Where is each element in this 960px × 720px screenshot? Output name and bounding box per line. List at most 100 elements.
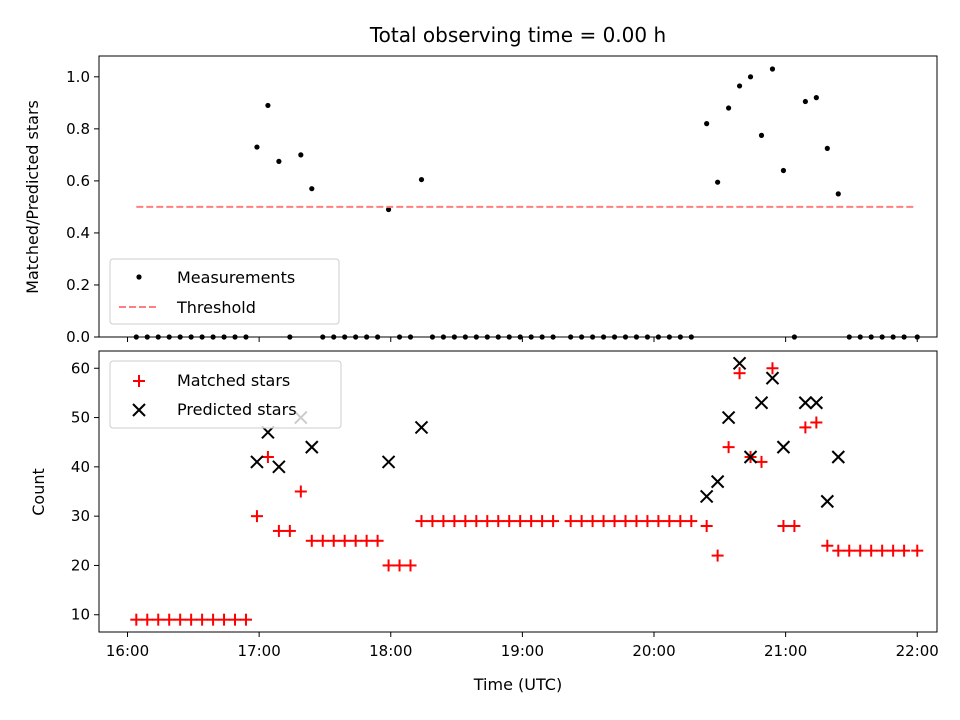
bottom-y-tick-label: 10 <box>71 606 90 624</box>
matched-stars-point <box>371 534 384 547</box>
matched-stars-point <box>722 441 735 454</box>
matched-stars-point <box>608 515 621 528</box>
matched-stars-point <box>492 515 505 528</box>
matched-stars-point <box>152 613 165 626</box>
legend-matched-label: Matched stars <box>177 371 290 390</box>
measurements-point <box>824 145 830 151</box>
matched-stars-point <box>876 544 889 557</box>
matched-stars-point <box>663 515 676 528</box>
bottom-y-axis-label: Count <box>29 468 48 516</box>
matched-stars-point <box>755 455 768 468</box>
bottom-y-tick-label: 30 <box>71 507 90 525</box>
matched-stars-point <box>821 539 834 552</box>
matched-stars-point <box>777 520 790 533</box>
matched-stars-point <box>218 613 231 626</box>
legend-predicted-label: Predicted stars <box>177 400 297 419</box>
legend-predicted-marker <box>132 403 146 417</box>
measurements-point <box>835 191 841 197</box>
matched-stars-point <box>788 520 801 533</box>
predicted-stars-point <box>831 450 845 464</box>
predicted-stars-point <box>699 489 714 504</box>
legend-matched-marker <box>133 375 145 387</box>
top-plot-frame <box>98 55 938 338</box>
predicted-stars-point <box>809 396 824 410</box>
bottom-y-ticks: 10 20 30 40 50 60 <box>71 359 99 624</box>
matched-stars-point <box>514 515 527 528</box>
measurements-point <box>780 167 787 174</box>
matched-stars-point <box>898 544 911 557</box>
matched-stars-point <box>843 544 856 557</box>
matched-stars-point <box>382 559 395 572</box>
predicted-stars-point <box>798 396 813 410</box>
measurements-point <box>254 144 260 150</box>
matched-stars-point <box>700 520 713 533</box>
matched-stars-point <box>766 362 779 375</box>
matched-stars-point <box>283 524 296 537</box>
matched-stars-point <box>415 515 428 528</box>
x-axis-label: Time (UTC) <box>473 675 562 694</box>
predicted-stars-point <box>272 460 286 474</box>
bottom-legend: Matched stars Predicted stars <box>109 360 342 429</box>
measurements-point <box>725 105 732 111</box>
predicted-stars-point <box>732 356 747 371</box>
measurements-point <box>747 74 754 80</box>
measurements-point <box>418 176 425 183</box>
matched-stars-point <box>685 515 698 528</box>
x-tick-label: 21:00 <box>764 642 807 660</box>
legend-threshold-label: Threshold <box>176 298 256 317</box>
matched-stars-point <box>185 613 198 626</box>
measurements-point <box>715 179 721 185</box>
x-tick-label: 16:00 <box>106 642 149 660</box>
legend-measurements-label: Measurements <box>177 268 295 287</box>
matched-stars-point <box>832 544 845 557</box>
matched-stars-point <box>525 515 538 528</box>
matched-stars-point <box>207 613 220 626</box>
matched-stars-point <box>196 613 209 626</box>
matched-stars-point <box>272 524 285 537</box>
x-tick-label: 20:00 <box>632 642 675 660</box>
bottom-y-tick-label: 50 <box>71 409 90 427</box>
matched-stars-point <box>163 613 176 626</box>
bottom-panel: 10 20 30 40 50 60 16:00 17:00 18:00 19:00 20:00 21… <box>29 350 939 694</box>
predicted-stars-point <box>721 410 736 425</box>
matched-stars-point <box>536 515 549 528</box>
matched-stars-point <box>404 559 417 572</box>
top-y-tick-label: 0.6 <box>66 172 90 190</box>
top-panel: 0.0 0.2 0.4 0.6 0.8 1.0 Matched/Predicted sta… <box>23 55 938 346</box>
predicted-stars-point <box>414 420 429 435</box>
measurements-point <box>704 121 710 127</box>
matched-stars-point <box>597 515 610 528</box>
bottom-y-tick-label: 40 <box>71 458 90 476</box>
predicted-stars-point <box>820 494 835 509</box>
matched-stars-point <box>239 613 252 626</box>
matched-stars-point <box>261 450 274 463</box>
measurements-point <box>309 186 315 192</box>
matched-stars-point <box>426 515 439 528</box>
predicted-stars-point <box>776 440 791 454</box>
legend-measurements-marker <box>136 274 142 280</box>
matched-stars-point <box>229 613 242 626</box>
matched-stars-point <box>327 534 340 547</box>
measurements-point <box>802 98 808 105</box>
top-legend: Measurements Threshold <box>109 258 340 325</box>
matched-stars-point <box>652 515 665 528</box>
top-x-ticks <box>127 337 918 342</box>
bottom-plot-frame <box>98 350 938 633</box>
matched-stars-point <box>437 515 450 528</box>
x-tick-label: 17:00 <box>238 642 281 660</box>
matched-stars-point <box>459 515 472 528</box>
matched-stars-point <box>349 534 362 547</box>
top-y-tick-label: 0.0 <box>66 328 90 346</box>
predicted-stars-point <box>250 455 264 469</box>
matched-stars-point <box>470 515 483 528</box>
predicted-stars-point <box>381 455 396 469</box>
top-y-tick-label: 1.0 <box>66 68 90 86</box>
matched-stars-point <box>316 534 329 547</box>
predicted-stars-point <box>754 396 769 410</box>
matched-stars-point <box>810 416 823 429</box>
matched-stars-point <box>250 510 263 523</box>
matched-stars-point <box>674 515 687 528</box>
matched-stars-point <box>586 515 599 528</box>
matched-stars-point <box>305 534 318 547</box>
